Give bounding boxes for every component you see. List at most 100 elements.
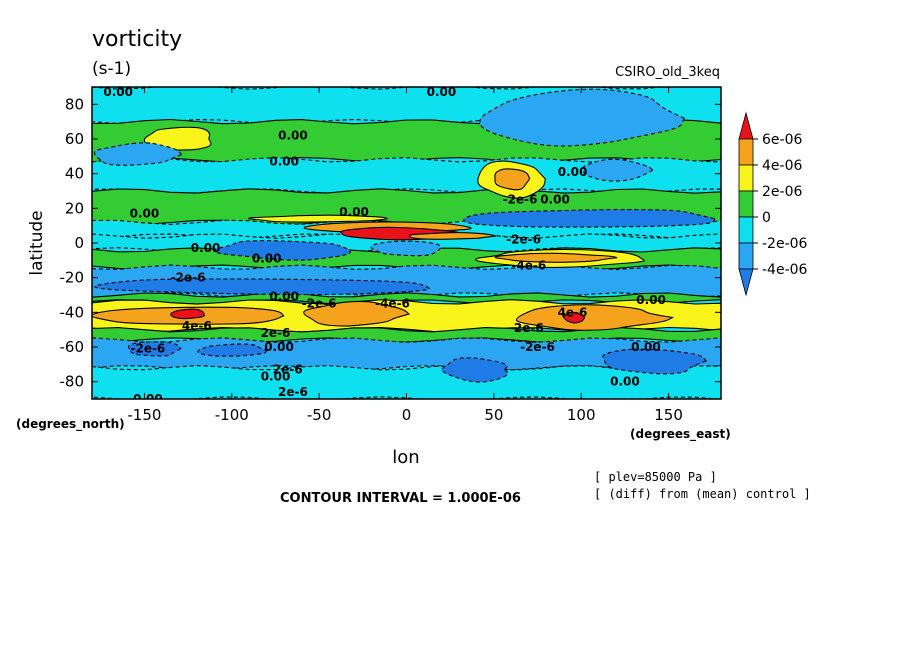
anomaly-feature (515, 304, 675, 331)
contour-label: 0.00 (278, 129, 308, 143)
y-units-label: (degrees_north) (16, 417, 125, 432)
contour-label: -2e-6 (171, 271, 206, 285)
anomaly-feature (563, 311, 586, 324)
anomaly-feature (479, 88, 685, 147)
zonal-band (92, 326, 721, 343)
anomaly-feature-layer (92, 88, 716, 383)
anomaly-feature (170, 308, 205, 320)
contour-label: 0.00 (130, 207, 160, 221)
contour-label: 0.00 (103, 85, 133, 99)
contour-label: 0.00 (540, 193, 570, 207)
colorbar-label: -2e-06 (762, 236, 808, 252)
colorbar-swatch (738, 190, 754, 218)
anomaly-feature (582, 158, 654, 182)
y-tick-label: 20 (65, 199, 84, 217)
contour-label: 2e-6 (273, 363, 303, 377)
contour-label: 2e-6 (261, 326, 291, 340)
colorbar-swatch (738, 138, 754, 166)
y-tick-label: -60 (60, 338, 85, 356)
contour-label-layer: 0.00 0.000.000.000.00-2e-6 0.000.00 0.00-2e… (103, 85, 666, 406)
anomaly-feature (143, 126, 212, 151)
contour-interval-note: CONTOUR INTERVAL = 1.000E-06 (280, 491, 521, 506)
contour-label: 0.00 (339, 205, 369, 219)
colorbar-swatch (738, 268, 754, 297)
contour-label: -2e-6 (520, 340, 555, 354)
colorbar-label: 6e-06 (762, 132, 802, 148)
anomaly-feature (441, 357, 509, 383)
contour-label: -4e-6 (511, 259, 546, 273)
anomaly-feature (370, 240, 442, 257)
x-axis: -150 -100 -50 0 50 100 150 (127, 87, 683, 424)
anomaly-feature (213, 240, 351, 261)
anomaly-feature (494, 168, 531, 191)
x-axis-label: lon (392, 447, 419, 468)
x-tick-label: 0 (402, 406, 412, 424)
zonal-band (92, 365, 721, 399)
y-tick-label: -40 (60, 303, 85, 321)
contour-label: 0.00 (191, 241, 221, 255)
y-tick-label: 0 (74, 234, 84, 252)
y-axis-label: latitude (27, 210, 47, 275)
contour-label: -2e-6 (302, 297, 337, 311)
contour-label: 0.00 (631, 340, 661, 354)
anomaly-feature (463, 208, 716, 228)
contour-label: 0.00 (610, 375, 640, 389)
contour-label: -2e-6 (506, 233, 541, 247)
y-tick-label: 40 (65, 165, 84, 183)
contour-label: 0.00 (636, 293, 666, 307)
zonal-band (92, 157, 721, 194)
x-tick-label: -50 (307, 406, 332, 424)
contour-label: -4e-6 (375, 297, 410, 311)
y-tick-label: -80 (60, 373, 85, 391)
colorbar-swatch (738, 216, 754, 244)
colorbar-label: 4e-06 (762, 158, 802, 174)
contour-label: 2e-6 (278, 385, 308, 399)
contour-label: 0.00 (252, 252, 282, 266)
anomaly-feature (93, 142, 183, 166)
chart-units: (s-1) (92, 59, 131, 79)
anomaly-feature (303, 300, 411, 327)
y-tick-label: 60 (65, 130, 84, 148)
x-units-label: (degrees_east) (630, 427, 731, 442)
colorbar: 6e-06 4e-06 2e-06 0 -2e-06 -4e-06 (738, 111, 808, 297)
colorbar-swatch (738, 111, 754, 140)
contour-label: -2e-6 (503, 193, 538, 207)
x-tick-label: 50 (484, 406, 503, 424)
pressure-level-note: [ plev=85000 Pa ] (594, 470, 717, 484)
y-tick-label: -20 (60, 269, 85, 287)
contour-label: 4e-6 (182, 319, 212, 333)
zonal-band (92, 292, 721, 305)
anomaly-feature (94, 278, 430, 296)
y-tick-label: 80 (65, 95, 84, 113)
anomaly-feature (494, 252, 618, 263)
x-tick-label: -100 (215, 406, 249, 424)
x-tick-label: -150 (127, 406, 161, 424)
contour-label: 0.00 (264, 340, 294, 354)
x-tick-label: 150 (654, 406, 683, 424)
contour-label: 0.00 (558, 165, 588, 179)
colorbar-label: 2e-06 (762, 184, 802, 200)
colorbar-label: 0 (762, 210, 771, 226)
contour-label: 0.00 (427, 85, 457, 99)
x-tick-label: 100 (567, 406, 596, 424)
difference-note: [ (diff) from (mean) control ] (594, 487, 811, 501)
anomaly-feature (408, 232, 497, 240)
anomaly-feature (247, 214, 389, 223)
colorbar-label: -4e-06 (762, 262, 808, 278)
contour-label: 2e-6 (514, 321, 544, 335)
anomaly-feature (602, 348, 708, 375)
contour-label: 0.00 (261, 370, 291, 384)
chart-title: vorticity (92, 27, 182, 52)
anomaly-feature (197, 343, 268, 357)
contour-label: 0.00 (269, 290, 299, 304)
y-axis: -80 -60 -40 -20 0 20 40 60 80 (60, 95, 721, 391)
contour-label: 4e-6 (558, 305, 588, 319)
colorbar-swatch (738, 164, 754, 192)
anomaly-feature (127, 341, 182, 357)
plot-area: 0.00 0.000.000.000.00-2e-6 0.000.00 0.00-2e… (92, 85, 721, 406)
contour-label: 0.00 (269, 155, 299, 169)
model-label: CSIRO_old_3keq (615, 65, 720, 80)
contour-label: -2e-6 (130, 342, 165, 356)
contour-label: 0.00 (133, 392, 163, 406)
